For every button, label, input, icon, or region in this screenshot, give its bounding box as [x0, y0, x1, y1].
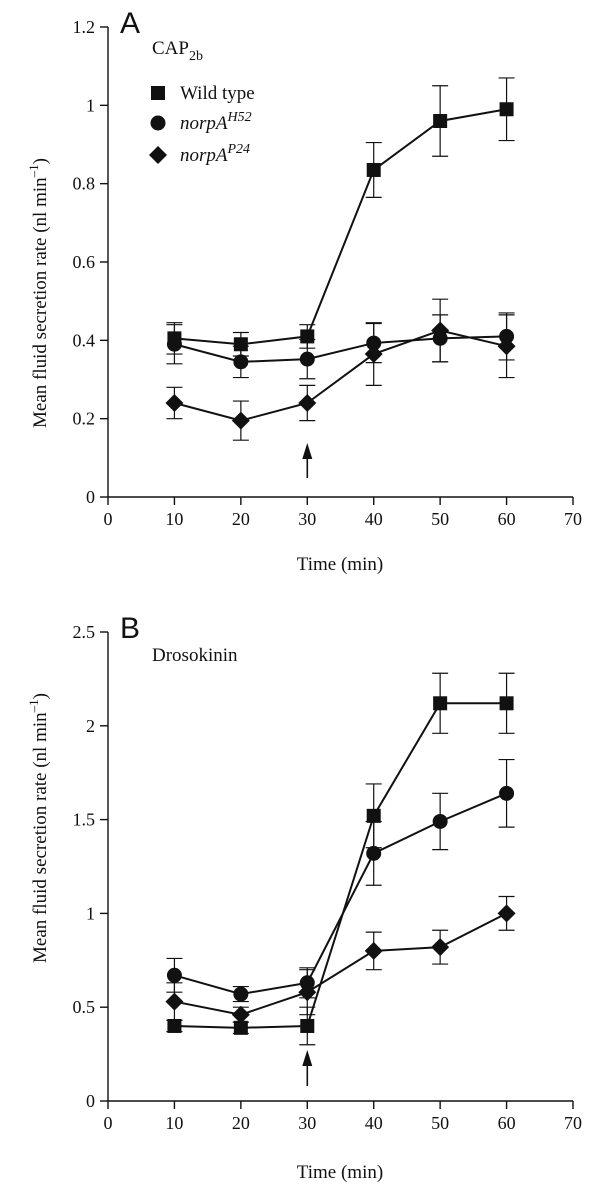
panel-a-series-diamond-point — [231, 411, 250, 430]
panel-a-y-axis-label: Mean fluid secretion rate (nl min–1) — [26, 158, 51, 428]
panel-b-x-tick-label: 50 — [431, 1113, 449, 1133]
panel-a-x-tick-label: 0 — [104, 509, 113, 529]
panel-b-series-square-point — [433, 696, 448, 711]
panel-b-series-square-point — [499, 696, 514, 711]
panel-b-series-diamond-point — [497, 904, 516, 923]
panel-a-series-circle — [166, 312, 515, 380]
panel-a-series-circle-line — [174, 335, 507, 363]
panel-b-x-tick-label: 10 — [165, 1113, 183, 1133]
panel-a-arrow-head — [302, 443, 313, 459]
panel-b-series-diamond-point — [431, 938, 450, 957]
panel-b-x-tick-label: 30 — [298, 1113, 316, 1133]
panel-a-series-square-point — [499, 102, 514, 117]
panel-b-series-circle-line — [174, 792, 507, 996]
panel-a-chart: A CAP2b Wild type norpAH52 norpAP24 Mean f… — [26, 7, 582, 575]
panel-a-series-diamond — [165, 298, 516, 441]
panel-b-x-axis-label: Time (min) — [297, 1162, 383, 1183]
panel-b-annotation: Drosokinin — [152, 645, 238, 666]
legend-marker-square — [151, 86, 165, 100]
panel-a-series-square-line — [174, 108, 507, 346]
panel-a-legend: Wild type norpAH52 norpAP24 — [149, 83, 255, 166]
panel-a-series-circle-point — [299, 351, 315, 367]
legend-marker-diamond — [149, 146, 167, 164]
panel-a-series-square — [166, 77, 515, 357]
panel-a-y-tick-label: 0.2 — [73, 409, 96, 429]
panel-b-series-circle-point — [366, 845, 382, 861]
panel-b-series-diamond-point — [231, 1005, 250, 1024]
panel-b-series-square-point — [366, 808, 381, 823]
panel-b-y-tick-label: 0.5 — [73, 997, 96, 1017]
panel-a-y-tick-label: 0.8 — [73, 174, 96, 194]
panel-b-y-tick-label: 0 — [86, 1091, 95, 1111]
panel-b-series-diamond-line — [174, 912, 508, 1016]
panel-b-y-tick-label: 2 — [86, 716, 95, 736]
panel-b-series-circle-point — [499, 785, 515, 801]
panel-b-series-circle-point — [233, 986, 249, 1002]
legend-label-square: Wild type — [180, 83, 255, 104]
panel-b-letter: B — [120, 612, 140, 645]
panel-a-series-diamond-point — [298, 394, 317, 412]
panel-b-y-tick-label: 2.5 — [73, 622, 96, 642]
legend-marker-circle — [150, 115, 166, 131]
panel-a-series-diamond-line — [174, 329, 507, 422]
panel-b-series-square-point — [167, 1018, 182, 1033]
panel-a-x-tick-label: 40 — [365, 509, 383, 529]
panel-b-chart: B Drosokinin Mean fluid secretion rate (… — [26, 612, 582, 1183]
panel-a-series-circle-point — [233, 354, 249, 370]
panel-a-x-tick-label: 60 — [498, 509, 516, 529]
panel-a-y-tick-label: 0.6 — [73, 252, 96, 272]
panel-a-y-tick-label: 1.2 — [73, 17, 96, 37]
panel-b-series-circle-point — [432, 813, 448, 829]
panel-b-x-tick-label: 60 — [498, 1113, 516, 1133]
panel-b-series-circle-point — [166, 967, 182, 983]
panel-a-x-axis-label: Time (min) — [297, 554, 383, 575]
panel-b-series-circle — [166, 758, 515, 1003]
panel-a-series-diamond-point — [497, 337, 516, 356]
panel-a-x-tick-label: 70 — [564, 509, 582, 529]
panel-b-y-tick-label: 1 — [86, 903, 95, 923]
panel-b-y-axis-label: Mean fluid secretion rate (nl min–1) — [26, 693, 51, 963]
panel-b-x-tick-label: 70 — [564, 1113, 582, 1133]
panel-a-y-tick-label: 0 — [86, 487, 95, 507]
panel-b-series-square-point — [233, 1020, 248, 1035]
panel-a-annotation: CAP2b — [152, 38, 203, 64]
panel-a-x-tick-label: 20 — [232, 509, 250, 529]
panel-a-y-tick-label: 1 — [86, 95, 95, 115]
panel-a-series-square-point — [433, 114, 448, 128]
panel-a-series-diamond-point — [431, 321, 450, 340]
panel-b-series-diamond-point — [364, 941, 383, 960]
panel-b-x-tick-label: 20 — [232, 1113, 250, 1133]
panel-a-letter: A — [120, 7, 140, 40]
panel-a-series-square-point — [233, 337, 248, 352]
panel-a-y-tick-label: 0.4 — [73, 330, 96, 350]
panel-b-series-diamond-point — [165, 992, 184, 1011]
panel-a-series-square-point — [366, 162, 381, 177]
panel-b-series-diamond — [165, 895, 516, 1024]
panel-b-series-square-point — [300, 1018, 315, 1033]
panel-a-x-tick-label: 30 — [298, 509, 316, 529]
panel-a-series-circle-point — [166, 336, 182, 352]
panel-b-series-square — [166, 672, 515, 1046]
legend-label-diamond: norpAP24 — [180, 142, 250, 166]
legend-label-circle: norpAH52 — [180, 110, 252, 134]
panel-a-series-diamond-point — [165, 394, 184, 412]
panel-a-x-tick-label: 50 — [431, 509, 449, 529]
panel-b-arrow-head — [302, 1050, 313, 1066]
panel-b-series-square-line — [174, 702, 507, 1029]
panel-b-x-tick-label: 0 — [104, 1113, 113, 1133]
panel-b-x-tick-label: 40 — [365, 1113, 383, 1133]
panel-a-x-tick-label: 10 — [165, 509, 183, 529]
panel-b-series-diamond-point — [298, 983, 317, 1002]
panel-a-series-diamond-point — [364, 345, 383, 364]
panel-b-y-tick-label: 1.5 — [73, 810, 96, 830]
